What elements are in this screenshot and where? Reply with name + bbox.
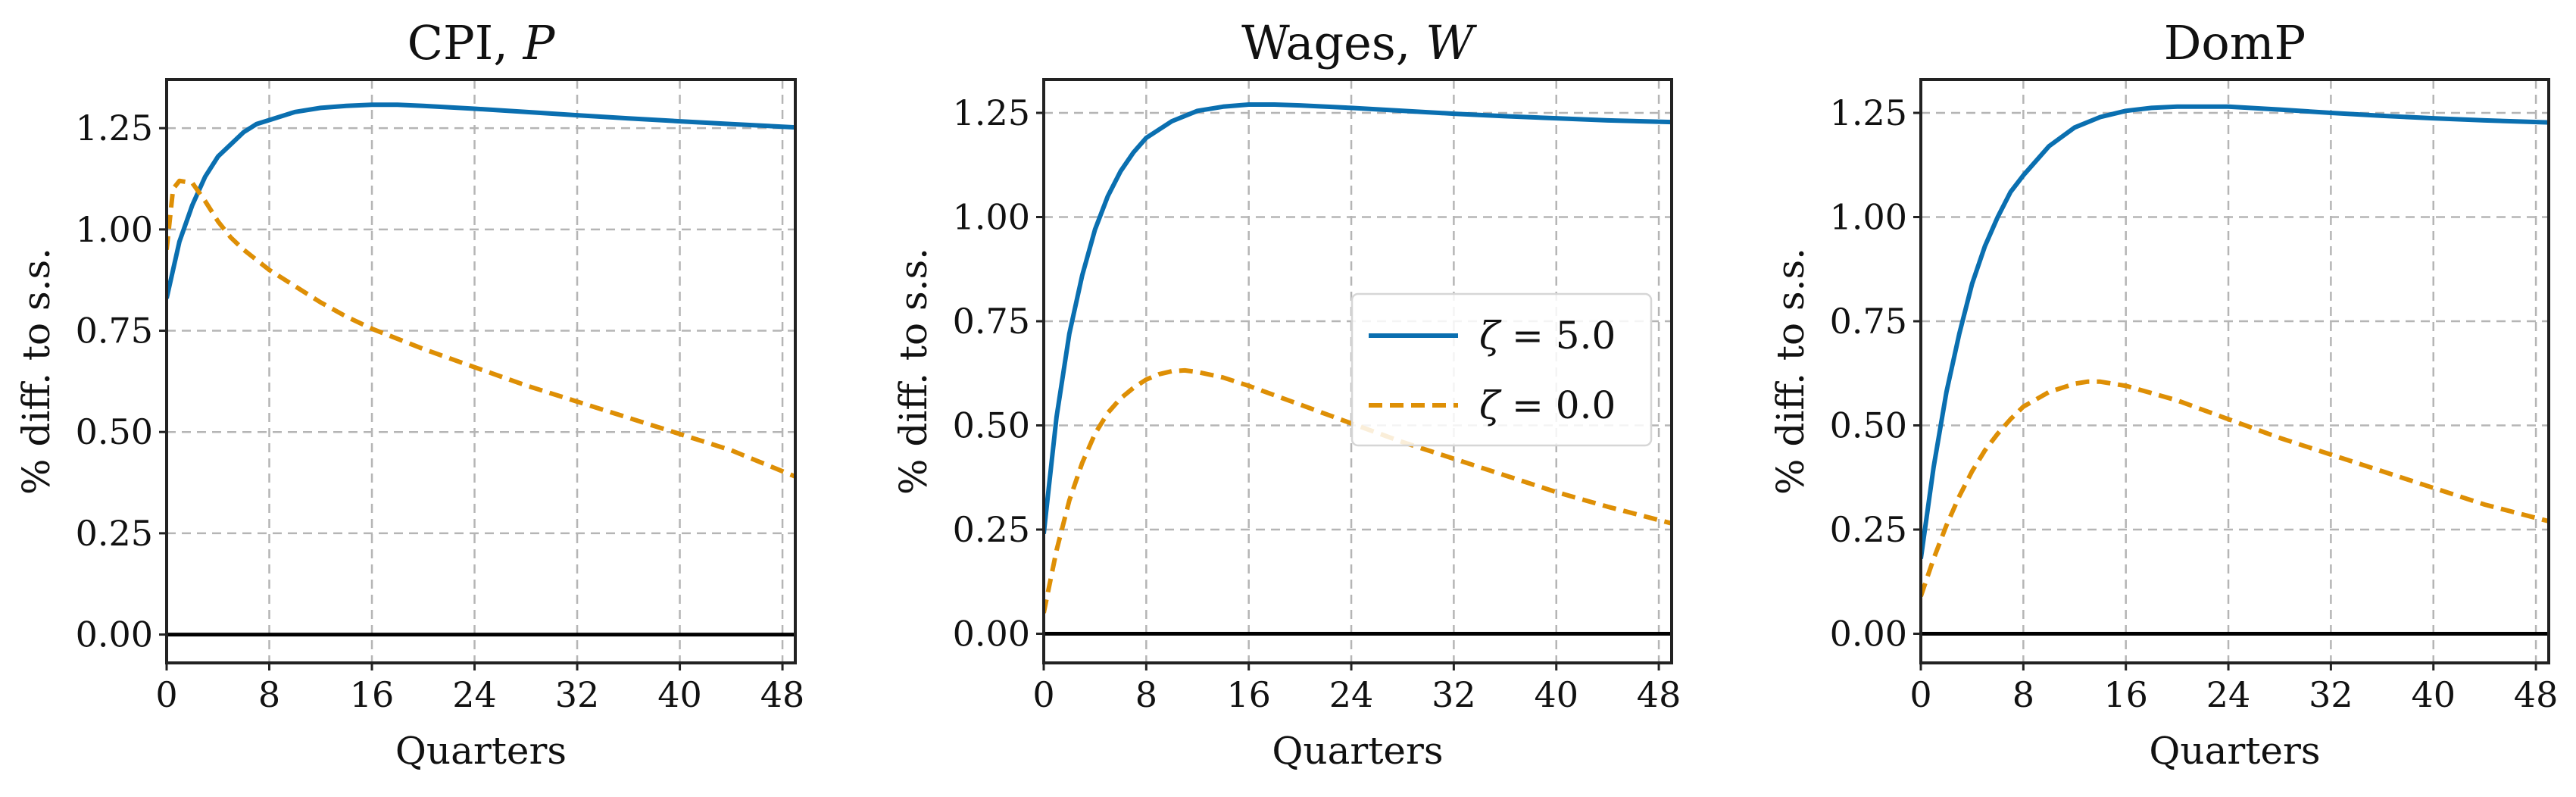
legend-label-zeta5: ζ = 5.0 [1479, 314, 1616, 358]
panel-title-variable: P [523, 15, 556, 70]
y-tick-label: 0.25 [1830, 509, 1907, 550]
y-tick-label: 1.25 [953, 92, 1030, 133]
y-tick-label: 1.25 [76, 108, 153, 148]
x-tick-label: 8 [1135, 674, 1157, 715]
legend-value: = 0.0 [1500, 383, 1616, 427]
x-tick-label: 40 [2411, 674, 2456, 715]
y-axis-label: % diff. to s.s. [891, 248, 935, 495]
y-tick-label: 0.00 [1830, 614, 1907, 655]
y-tick-label: 0.50 [1830, 405, 1907, 446]
x-tick-label: 32 [555, 674, 600, 715]
y-tick-label: 0.25 [953, 509, 1030, 550]
x-tick-label: 32 [1432, 674, 1476, 715]
y-tick-label: 1.00 [953, 197, 1030, 238]
y-tick-label: 1.00 [1830, 197, 1907, 238]
x-tick-label: 8 [258, 674, 280, 715]
panel-domp: 0 8 16 24 32 40 48 0.00 0.25 0.50 0.75 1.00 1.25 DomP… [1769, 15, 2558, 773]
legend-symbol: ζ [1479, 314, 1502, 358]
series-line-zeta5 [1044, 102, 1672, 534]
legend-box [1350, 292, 1653, 447]
y-axis-label: % diff. to s.s. [14, 248, 58, 495]
x-axis-label: Quarters [2149, 729, 2320, 773]
panel-title-text: CPI, [407, 15, 523, 70]
x-tick-label: 16 [350, 674, 395, 715]
x-tick-label: 16 [1226, 674, 1271, 715]
series-line-zeta0 [1921, 379, 2549, 597]
grid [1921, 80, 2549, 663]
axes-frame [1042, 78, 1673, 664]
y-tick-label: 0.50 [953, 405, 1030, 446]
y-tick-label: 1.00 [76, 209, 153, 250]
x-tick-label: 0 [1909, 674, 1931, 715]
y-tick-label: 0.25 [76, 513, 153, 554]
x-tick-label: 40 [1534, 674, 1578, 715]
y-tick-label: 0.75 [1830, 301, 1907, 342]
x-tick-label: 16 [2103, 674, 2148, 715]
x-tick-label: 32 [2309, 674, 2353, 715]
x-tick-label: 8 [2012, 674, 2034, 715]
panel-title: DomP [2164, 15, 2306, 70]
series-line-zeta0 [1044, 367, 1672, 614]
x-axis-label: Quarters [395, 729, 567, 773]
panel-cpi: 0 8 16 24 32 40 48 0.00 0.25 0.50 0.75 1.00 1.25 CPI,… [14, 15, 804, 773]
x-axis-label: Quarters [1272, 729, 1443, 773]
plot-area [167, 102, 795, 479]
legend-value: = 5.0 [1500, 314, 1616, 358]
y-tick-label: 0.50 [76, 411, 153, 452]
legend: ζ = 5.0ζ = 0.0 [1350, 292, 1653, 447]
axes-frame [1919, 78, 2550, 664]
panel-wages: 0 8 16 24 32 40 48 0.00 0.25 0.50 0.75 1.00 1.25 Wage… [891, 15, 1681, 773]
y-tick-label: 0.75 [76, 311, 153, 352]
x-tick-label: 24 [1329, 674, 1374, 715]
legend-label-zeta0: ζ = 0.0 [1479, 383, 1616, 427]
panel-title-variable: W [1425, 15, 1477, 70]
x-tick-label: 48 [2514, 674, 2559, 715]
x-tick-label: 40 [657, 674, 702, 715]
x-tick-label: 48 [760, 674, 805, 715]
x-tick-label: 24 [452, 674, 497, 715]
series-line-zeta0 [167, 178, 795, 479]
y-tick-label: 0.75 [953, 301, 1030, 342]
x-tick-label: 0 [155, 674, 177, 715]
x-tick-label: 48 [1637, 674, 1681, 715]
y-tick-label: 1.25 [1830, 92, 1907, 133]
y-tick-label: 0.00 [76, 614, 153, 655]
x-tick-label: 0 [1032, 674, 1054, 715]
panel-title: Wages, W [1241, 15, 1477, 70]
plot-area [1921, 104, 2549, 597]
panel-title-text: DomP [2164, 15, 2306, 70]
series-line-zeta5 [167, 102, 795, 299]
axes-frame [165, 78, 797, 664]
plot-area [1044, 102, 1672, 614]
panel-title-text: Wages, [1241, 15, 1425, 70]
legend-symbol: ζ [1479, 383, 1502, 427]
y-axis-label: % diff. to s.s. [1769, 248, 1813, 495]
x-tick-label: 24 [2206, 674, 2251, 715]
grid [167, 80, 795, 663]
series-line-zeta5 [1921, 104, 2549, 559]
panel-title: CPI, P [407, 15, 556, 70]
y-tick-label: 0.00 [953, 614, 1030, 655]
